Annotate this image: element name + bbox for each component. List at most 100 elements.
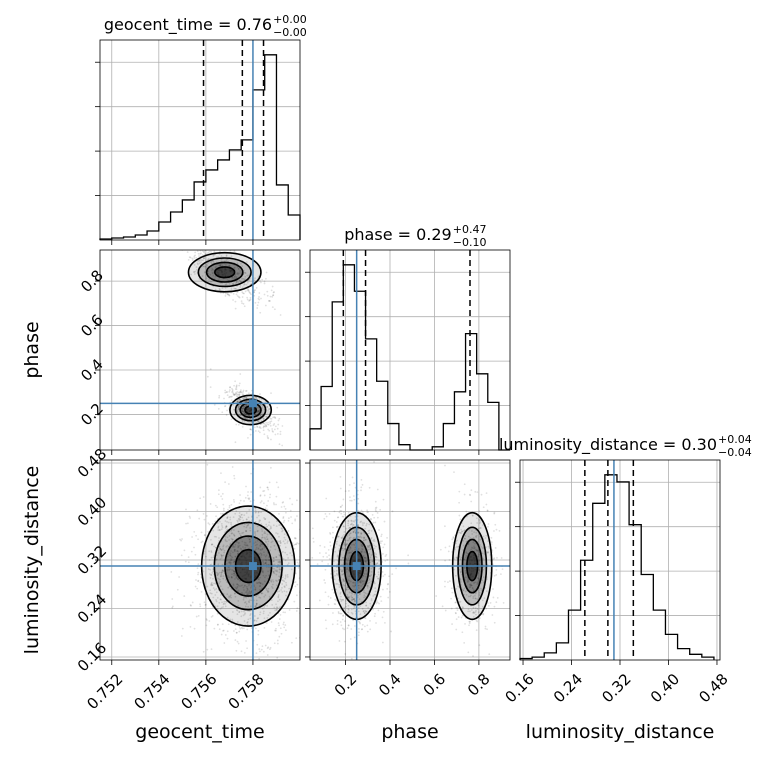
sample-point [274,416,277,419]
sample-point [301,498,303,500]
sample-point [347,596,350,599]
sample-point [334,603,337,606]
sample-point [193,257,196,259]
sample-point [267,646,270,649]
title-median: 0.29 [416,225,452,244]
sample-point [336,555,339,558]
sample-point [237,406,240,409]
sample-point [278,417,281,420]
sample-point [206,619,208,621]
sample-point [348,596,351,598]
sample-point [230,529,233,532]
sample-point [249,296,252,299]
sample-point [279,561,281,564]
sample-point [249,614,252,617]
sample-point [493,530,495,532]
sample-point [245,396,248,399]
sample-point [214,546,217,549]
sample-point [226,516,229,518]
sample-point [183,247,185,249]
sample-point [278,575,280,578]
sample-point [472,588,475,591]
sample-point [335,572,338,575]
sample-point [468,624,470,627]
sample-point [347,511,350,514]
sample-point [224,535,227,538]
sample-point [267,540,270,543]
sample-point [210,251,213,253]
sample-point [228,569,230,571]
sample-point [192,241,194,243]
sample-point [248,538,251,541]
sample-point [297,563,300,566]
sample-point [347,568,349,571]
sample-point [272,424,275,427]
sample-point [257,421,260,424]
sample-point [268,558,271,561]
sample-point [226,540,228,543]
sample-point [323,579,326,581]
sample-point [193,627,196,630]
sample-point [201,254,204,256]
sample-point [376,561,379,564]
sample-point [369,628,372,631]
sample-point [259,541,262,544]
sample-point [494,547,497,549]
sample-point [218,489,220,492]
sample-point [265,415,268,418]
sample-point [264,576,266,579]
sample-point [366,582,369,585]
sample-point [220,555,223,557]
sample-point [235,388,238,391]
sample-point [232,561,235,564]
sample-point [321,560,324,563]
density-fill [214,266,235,278]
sample-point [211,268,214,271]
sample-point [377,573,380,576]
sample-point [239,547,242,550]
sample-point [230,562,232,564]
sample-point [368,532,371,535]
sample-point [214,288,217,291]
sample-point [232,404,235,406]
sample-point [272,556,275,559]
sample-point [495,574,498,576]
sample-point [197,580,200,583]
sample-point [203,257,206,259]
sample-point [458,601,461,604]
sample-point [257,578,260,581]
sample-point [258,431,261,434]
sample-point [266,504,268,507]
sample-point [349,547,352,550]
sample-point [212,254,215,257]
sample-point [219,547,222,550]
sample-point [281,501,284,504]
sample-point [262,563,265,566]
sample-point [190,273,193,276]
sample-point [269,527,272,530]
sample-point [241,393,244,396]
sample-point [475,613,477,616]
sample-point [242,284,245,286]
sample-point [231,618,234,621]
sample-point [342,614,345,617]
sample-point [476,598,479,601]
sample-point [246,494,249,497]
sample-point [267,300,270,302]
sample-point [244,546,247,549]
sample-point [204,270,206,273]
sample-point [294,519,297,522]
sample-point [266,616,269,619]
sample-point [257,629,260,632]
sample-point [196,509,199,512]
sample-point [224,264,227,266]
sample-point [263,280,266,283]
sample-point [208,550,211,553]
sample-point [278,590,281,593]
sample-point [458,501,461,504]
sample-point [345,600,347,602]
sample-point [346,566,349,569]
sample-point [212,577,214,580]
sample-point [477,549,480,552]
sample-point [327,563,330,565]
